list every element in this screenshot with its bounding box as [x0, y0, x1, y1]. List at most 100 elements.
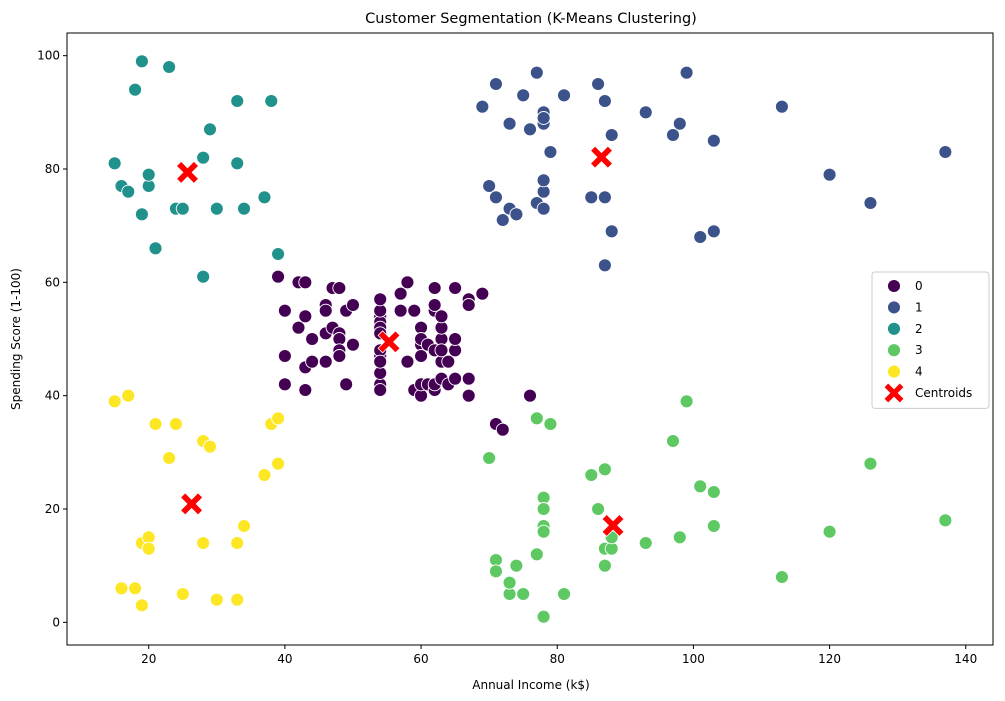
data-point-cluster-1 — [666, 128, 680, 142]
data-point-cluster-0 — [332, 281, 347, 295]
data-point-cluster-4 — [128, 581, 143, 596]
data-point-cluster-1 — [543, 145, 558, 159]
data-point-cluster-2 — [209, 201, 224, 216]
data-point-cluster-4 — [271, 411, 286, 426]
data-point-cluster-1 — [536, 111, 551, 125]
data-point-cluster-0 — [373, 354, 388, 369]
data-point-cluster-0 — [393, 303, 408, 318]
legend-label-3: 3 — [915, 343, 923, 357]
y-axis-label: Spending Score (1-100) — [9, 268, 23, 410]
data-point-cluster-3 — [502, 575, 517, 590]
data-point-cluster-2 — [162, 60, 177, 74]
data-point-cluster-4 — [271, 456, 286, 471]
data-point-cluster-3 — [666, 434, 680, 448]
data-point-cluster-3 — [591, 502, 606, 516]
legend-label-1: 1 — [915, 300, 923, 314]
data-point-cluster-3 — [482, 451, 497, 465]
data-point-cluster-3 — [672, 530, 687, 545]
data-point-cluster-0 — [373, 292, 388, 307]
data-point-cluster-1 — [591, 77, 606, 91]
y-tick-label: 20 — [45, 502, 60, 516]
data-point-cluster-0 — [523, 388, 537, 403]
x-tick-label: 100 — [682, 652, 705, 666]
data-point-cluster-0 — [373, 383, 388, 397]
y-tick-label: 60 — [45, 275, 60, 289]
data-point-cluster-0 — [461, 388, 476, 403]
legend-marker-1 — [887, 300, 901, 315]
data-point-cluster-3 — [706, 485, 721, 499]
data-point-cluster-3 — [679, 394, 694, 409]
data-point-cluster-0 — [448, 281, 463, 295]
x-tick-label: 140 — [954, 652, 977, 666]
data-point-cluster-4 — [230, 536, 245, 550]
data-point-cluster-3 — [529, 547, 544, 562]
data-point-cluster-4 — [209, 592, 224, 607]
legend: 0 1 2 3 4 Centroids — [871, 271, 990, 409]
data-point-cluster-3 — [489, 564, 503, 579]
data-point-cluster-3 — [863, 456, 878, 471]
data-point-cluster-4 — [196, 536, 211, 550]
data-point-cluster-1 — [638, 105, 653, 120]
data-point-cluster-2 — [134, 207, 149, 222]
data-point-cluster-0 — [407, 303, 422, 318]
data-point-cluster-0 — [427, 298, 442, 312]
data-point-cluster-0 — [475, 286, 490, 301]
data-point-cluster-0 — [277, 377, 292, 392]
data-point-cluster-1 — [516, 88, 531, 103]
data-point-cluster-0 — [346, 298, 360, 312]
data-point-cluster-0 — [495, 422, 510, 437]
plot-frame — [66, 32, 994, 646]
legend-marker-3 — [887, 343, 901, 358]
data-point-cluster-2 — [196, 269, 211, 284]
data-point-cluster-0 — [291, 320, 306, 335]
plot-area — [107, 54, 953, 624]
y-tick-label: 80 — [45, 162, 60, 176]
data-point-cluster-4 — [107, 394, 122, 409]
data-point-cluster-0 — [346, 337, 360, 352]
data-point-cluster-4 — [230, 592, 245, 607]
data-point-cluster-4 — [134, 598, 149, 613]
data-point-cluster-2 — [121, 184, 136, 199]
legend-label-4: 4 — [915, 365, 923, 379]
legend-marker-4 — [887, 364, 901, 379]
data-point-cluster-1 — [529, 65, 544, 80]
centroid-marker — [180, 492, 204, 516]
data-point-cluster-1 — [482, 179, 497, 193]
centroid-marker — [175, 160, 200, 184]
data-point-cluster-2 — [175, 201, 190, 216]
data-point-cluster-2 — [196, 150, 211, 165]
legend-marker-centroids — [883, 382, 905, 404]
y-tick-label: 40 — [45, 389, 60, 403]
x-axis: 20 40 60 80 100 120 140 — [141, 645, 977, 666]
x-tick-label: 40 — [277, 652, 292, 666]
centroid-marker — [589, 145, 614, 169]
data-point-cluster-0 — [393, 286, 408, 301]
data-point-cluster-0 — [414, 349, 429, 363]
data-point-cluster-2 — [257, 190, 272, 205]
data-point-cluster-0 — [461, 298, 476, 312]
y-tick-label: 0 — [52, 615, 60, 629]
data-point-cluster-1 — [495, 213, 510, 227]
data-point-cluster-1 — [863, 196, 878, 210]
data-point-cluster-3 — [557, 587, 571, 601]
centroid-marker — [601, 513, 625, 537]
data-point-cluster-0 — [318, 354, 333, 369]
data-point-cluster-1 — [679, 65, 694, 80]
data-point-cluster-3 — [529, 411, 544, 426]
centroid-marker — [377, 330, 401, 354]
data-point-cluster-1 — [774, 99, 789, 114]
data-point-cluster-0 — [271, 269, 286, 284]
data-point-cluster-3 — [638, 536, 653, 550]
data-point-cluster-4 — [121, 388, 136, 403]
data-point-cluster-4 — [257, 468, 272, 482]
data-point-cluster-2 — [107, 156, 122, 171]
data-point-cluster-0 — [427, 281, 442, 295]
data-point-cluster-0 — [298, 275, 313, 290]
data-point-cluster-3 — [536, 524, 551, 539]
x-tick-label: 60 — [413, 652, 428, 666]
data-point-cluster-0 — [339, 377, 354, 392]
data-point-cluster-3 — [597, 462, 612, 477]
data-point-cluster-3 — [543, 417, 558, 431]
data-point-cluster-1 — [489, 77, 503, 91]
data-point-cluster-1 — [597, 94, 612, 108]
